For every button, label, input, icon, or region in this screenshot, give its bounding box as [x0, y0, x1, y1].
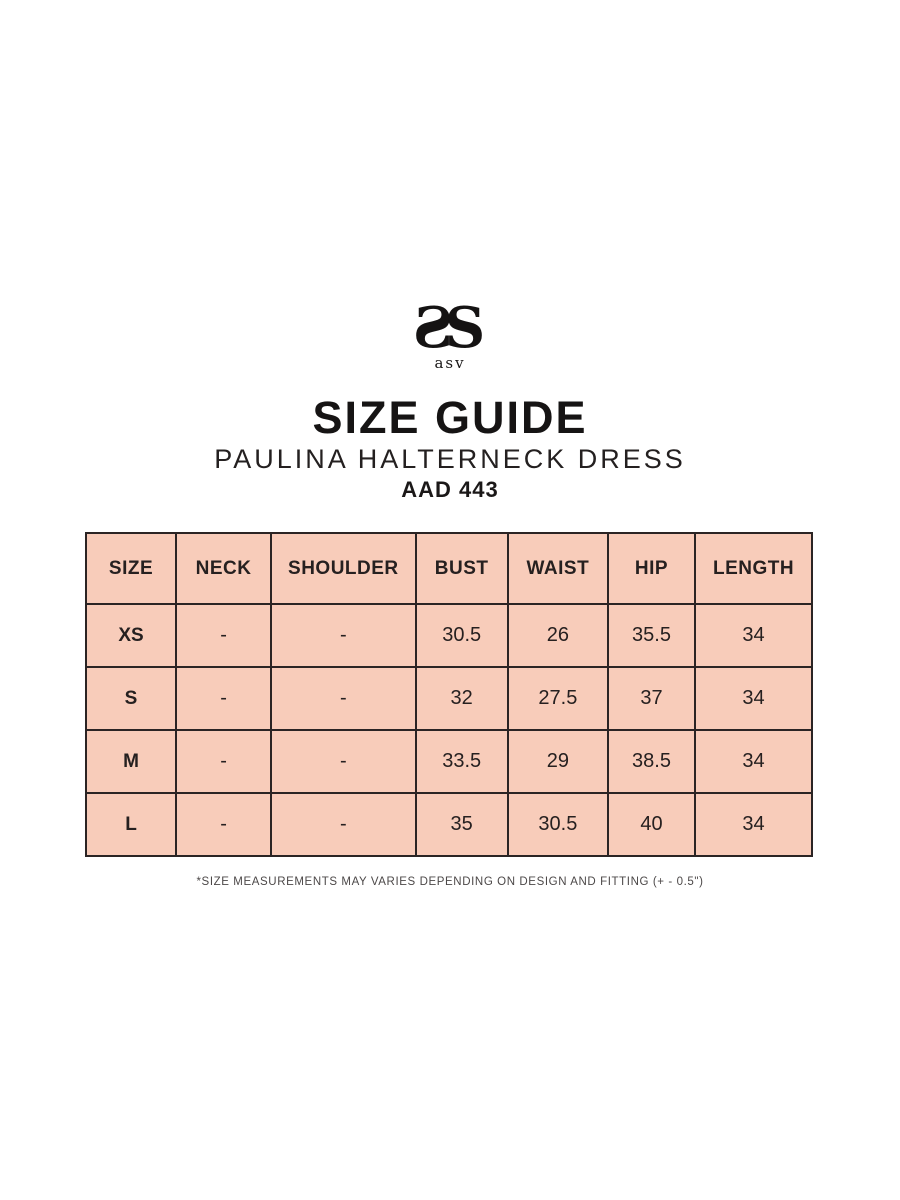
size-table-body: XS - -30.5 26 35.5 34 S - -32 27.5 37 34 M - -33.5 29 38…	[84, 603, 813, 857]
product-code: AAD 443	[401, 477, 499, 502]
measurement-cell: 34	[694, 603, 813, 668]
measurement-cell: 33.5	[414, 729, 509, 794]
measurement-cell: 30.5	[414, 603, 509, 668]
brand-name-text: asv	[434, 354, 466, 372]
measurement-cell: -	[270, 603, 417, 668]
brand-logo: S S asv	[0, 298, 900, 372]
measurement-cell: 27.5	[506, 666, 609, 731]
product-name: PAULINA HALTERNECK DRESS	[214, 444, 686, 474]
measurement-cell: 34	[694, 666, 813, 731]
size-label-cell: M	[84, 729, 178, 794]
measurement-cell: 40	[606, 792, 697, 857]
size-table: SIZE NECK SHOULDER BUST WAIST HIP LENGTH XS - -3…	[84, 532, 813, 857]
column-header: SIZE	[84, 532, 178, 605]
column-header: NECK	[175, 532, 273, 605]
column-header: BUST	[414, 532, 509, 605]
measurement-cell: -	[175, 603, 273, 668]
measurement-cell: 30.5	[506, 792, 609, 857]
measurement-cell: 29	[506, 729, 609, 794]
column-header: LENGTH	[694, 532, 813, 605]
size-label-cell: L	[84, 792, 178, 857]
measurement-cell: 32	[414, 666, 509, 731]
measurement-cell: 35.5	[606, 603, 697, 668]
column-header: SHOULDER	[270, 532, 417, 605]
measurement-cell: 34	[694, 729, 813, 794]
measurement-cell: -	[270, 792, 417, 857]
measurement-cell: 34	[694, 792, 813, 857]
measurement-cell: 26	[506, 603, 609, 668]
measurement-cell: -	[270, 666, 417, 731]
monogram-right-glyph: S	[445, 298, 485, 358]
size-label-cell: S	[84, 666, 178, 731]
footnote-text: *SIZE MEASUREMENTS MAY VARIES DEPENDING …	[196, 876, 704, 888]
measurement-cell: -	[175, 729, 273, 794]
size-table-container: SIZE NECK SHOULDER BUST WAIST HIP LENGTH XS - -3…	[84, 532, 813, 857]
page-title: SIZE GUIDE	[312, 392, 588, 443]
table-row: XS - -30.5 26 35.5 34	[84, 603, 813, 668]
measurement-cell: -	[175, 792, 273, 857]
measurement-cell: -	[175, 666, 273, 731]
table-row: S - -32 27.5 37 34	[84, 666, 813, 731]
table-row: L - -35 30.5 40 34	[84, 792, 813, 857]
measurement-cell: -	[270, 729, 417, 794]
size-label-cell: XS	[84, 603, 178, 668]
brand-monogram-icon: S S	[413, 298, 485, 358]
column-header: WAIST	[506, 532, 609, 605]
measurement-cell: 38.5	[606, 729, 697, 794]
measurement-cell: 37	[606, 666, 697, 731]
measurement-cell: 35	[414, 792, 509, 857]
table-header-row: SIZE NECK SHOULDER BUST WAIST HIP LENGTH	[84, 532, 813, 605]
column-header: HIP	[606, 532, 697, 605]
table-row: M - -33.5 29 38.5 34	[84, 729, 813, 794]
monogram-left-glyph: S	[413, 298, 453, 358]
